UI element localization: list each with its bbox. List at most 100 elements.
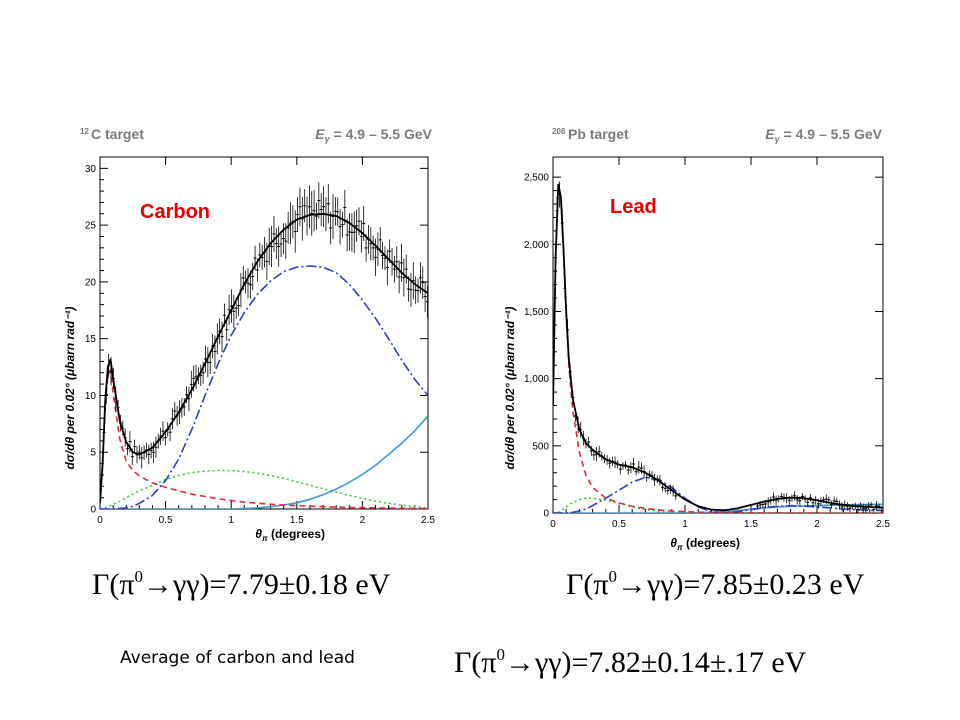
data-point: [289, 202, 293, 245]
data-point: [255, 258, 259, 282]
data-point: [215, 323, 219, 355]
data-point: [374, 238, 378, 276]
data-point: [137, 444, 141, 460]
data-point: [340, 211, 344, 238]
x-tick-label: 0: [550, 519, 556, 530]
y-tick-label: 20: [85, 277, 97, 288]
data-point: [782, 493, 786, 502]
data-point: [246, 268, 250, 299]
lead-result: Γ(π0→γγ)=7.85±0.23 eV: [566, 567, 865, 601]
data-point: [324, 197, 328, 232]
series-incoherent-line: [553, 503, 883, 513]
data-point: [827, 496, 831, 504]
data-point: [385, 249, 389, 286]
y-tick-label: 2,500: [524, 173, 549, 184]
data-point: [274, 228, 278, 260]
data-point: [182, 398, 186, 416]
data-point: [793, 491, 797, 501]
data-point: [258, 242, 262, 268]
lead-chart: 208 Pb target Eγ = 4.9 – 5.5 GeV Lead dσ…: [503, 126, 890, 552]
data-point: [600, 451, 604, 461]
data-point: [418, 262, 422, 294]
data-point: [674, 491, 678, 500]
data-point: [756, 502, 760, 510]
data-point: [378, 227, 382, 253]
data-point: [790, 494, 794, 502]
data-point: [425, 285, 428, 318]
data-point: [840, 502, 844, 512]
x-axis-label: θπ (degrees): [670, 536, 740, 552]
carbon-label: Carbon: [140, 201, 210, 223]
data-point: [624, 460, 628, 470]
data-point: [185, 386, 189, 404]
data-point: [872, 506, 876, 513]
data-point: [225, 318, 229, 341]
data-point: [149, 442, 153, 459]
data-point: [338, 208, 342, 245]
data-point: [322, 186, 326, 227]
data-point: [404, 254, 408, 284]
data-point: [281, 223, 285, 254]
series-interference-line: [553, 497, 883, 513]
data-point: [629, 461, 633, 474]
data-point: [409, 272, 413, 307]
data-point: [253, 245, 257, 271]
data-point: [416, 278, 420, 303]
data-point: [161, 421, 165, 441]
data-point: [312, 189, 316, 232]
data-point: [618, 463, 622, 475]
data-point: [769, 496, 773, 505]
data-point: [199, 364, 203, 386]
data-point: [787, 496, 791, 505]
data-point: [194, 364, 198, 389]
series-nuclear-coherent-line: [553, 476, 883, 513]
x-tick-label: 2.5: [421, 515, 435, 526]
x-tick-label: 1.5: [744, 519, 758, 530]
data-point: [864, 504, 868, 513]
data-point: [270, 226, 274, 267]
data-point: [800, 493, 804, 500]
data-point: [201, 361, 205, 384]
data-point: [336, 197, 340, 227]
data-point: [135, 446, 139, 464]
data-point: [286, 211, 290, 244]
data-point: [203, 345, 207, 373]
data-point: [571, 390, 575, 405]
data-point: [639, 462, 643, 474]
data-point: [383, 246, 387, 271]
data-point: [816, 499, 820, 509]
data-point: [357, 207, 361, 236]
data-point: [381, 241, 385, 270]
data-point: [661, 483, 665, 492]
data-point: [621, 461, 625, 470]
data-point: [595, 446, 599, 462]
data-point: [156, 433, 160, 449]
data-point: [806, 498, 810, 507]
data-point: [835, 497, 839, 506]
data-point: [395, 246, 399, 278]
data-point: [785, 493, 789, 504]
data-point: [234, 297, 238, 319]
data-point: [584, 439, 588, 449]
data-point: [795, 495, 799, 505]
data-point: [175, 405, 179, 426]
data-point: [239, 272, 243, 308]
data-point: [296, 197, 300, 232]
data-point: [771, 492, 775, 502]
data-point: [848, 504, 852, 513]
data-point: [666, 486, 670, 495]
y-tick-label: 30: [85, 164, 97, 175]
data-point: [608, 457, 612, 469]
data-point: [616, 460, 620, 469]
data-point: [634, 467, 638, 476]
data-point: [345, 218, 349, 252]
data-point: [655, 475, 659, 484]
data-point: [319, 192, 323, 227]
data-point: [220, 321, 224, 352]
data-point: [558, 181, 562, 208]
data-point: [866, 502, 870, 510]
data-point: [671, 485, 675, 497]
data-point: [111, 367, 115, 390]
data-point: [576, 416, 580, 434]
data-point: [814, 496, 818, 505]
